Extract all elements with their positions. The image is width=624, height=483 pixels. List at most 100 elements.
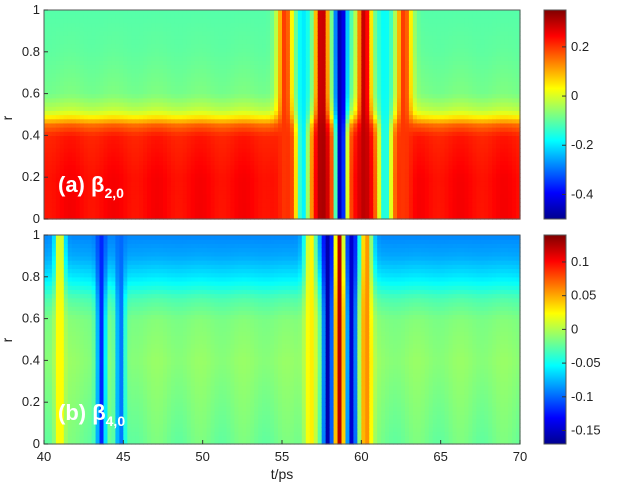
heatmap-cell bbox=[194, 76, 200, 82]
heatmap-cell bbox=[186, 118, 192, 124]
heatmap-cell bbox=[432, 89, 438, 95]
heatmap-cell bbox=[254, 177, 259, 182]
heatmap-cell bbox=[325, 64, 331, 70]
heatmap-cell bbox=[404, 43, 410, 49]
heatmap-cell bbox=[242, 135, 247, 141]
heatmap-cell bbox=[83, 189, 89, 195]
heatmap-cell bbox=[131, 26, 136, 32]
heatmap-cell bbox=[377, 89, 382, 95]
heatmap-cell bbox=[87, 185, 93, 191]
heatmap-cell bbox=[361, 114, 366, 120]
heatmap-cell bbox=[293, 168, 299, 174]
heatmap-cell bbox=[420, 64, 426, 70]
heatmap-cell bbox=[218, 156, 224, 162]
heatmap-cell bbox=[59, 206, 65, 212]
heatmap-cell bbox=[234, 143, 239, 149]
heatmap-cell bbox=[103, 68, 109, 74]
heatmap-cell bbox=[166, 210, 172, 216]
heatmap-cell bbox=[289, 68, 295, 74]
heatmap-cell bbox=[349, 118, 354, 124]
heatmap-cell bbox=[214, 160, 220, 166]
heatmap-cell bbox=[210, 93, 216, 99]
heatmap-cell bbox=[222, 85, 228, 91]
heatmap-cell bbox=[258, 202, 263, 208]
heatmap-cell bbox=[47, 202, 53, 208]
heatmap-cell bbox=[182, 39, 188, 45]
heatmap-cell bbox=[297, 43, 303, 49]
heatmap-cell bbox=[67, 51, 73, 57]
heatmap-cell bbox=[357, 55, 362, 61]
heatmap-cell bbox=[397, 35, 402, 40]
heatmap-cell bbox=[238, 10, 243, 15]
heatmap-cell bbox=[99, 189, 105, 195]
heatmap-cell bbox=[218, 47, 224, 53]
heatmap-cell bbox=[353, 189, 358, 195]
heatmap-cell bbox=[397, 127, 402, 132]
heatmap-cell bbox=[87, 97, 93, 103]
heatmap-cell bbox=[127, 152, 132, 157]
heatmap-cell bbox=[44, 160, 49, 166]
heatmap-cell bbox=[63, 210, 69, 216]
heatmap-cell bbox=[278, 72, 283, 78]
heatmap-cell bbox=[412, 39, 418, 45]
heatmap-cell bbox=[95, 210, 101, 216]
heatmap-cell bbox=[63, 127, 69, 132]
heatmap-cell bbox=[361, 127, 366, 132]
heatmap-cell bbox=[159, 55, 164, 61]
heatmap-cell bbox=[293, 35, 299, 40]
heatmap-cell bbox=[166, 51, 172, 57]
heatmap-cell bbox=[234, 97, 239, 103]
heatmap-cell bbox=[166, 10, 172, 15]
heatmap-cell bbox=[166, 181, 172, 187]
heatmap-cell bbox=[369, 168, 374, 174]
heatmap-cell bbox=[333, 85, 339, 91]
heatmap-cell bbox=[238, 18, 243, 24]
heatmap-cell bbox=[242, 164, 247, 170]
heatmap-cell bbox=[317, 43, 323, 49]
heatmap-cell bbox=[432, 106, 438, 111]
heatmap-cell bbox=[127, 206, 132, 212]
heatmap-cell bbox=[95, 181, 101, 187]
heatmap-cell bbox=[242, 39, 247, 45]
heatmap-cell bbox=[103, 30, 109, 36]
heatmap-cell bbox=[242, 114, 247, 120]
heatmap-cell bbox=[309, 210, 315, 216]
heatmap-cell bbox=[234, 147, 239, 153]
heatmap-cell bbox=[333, 127, 339, 132]
heatmap-cell bbox=[99, 10, 105, 15]
heatmap-cell bbox=[321, 26, 327, 32]
heatmap-cell bbox=[182, 214, 188, 220]
heatmap-cell bbox=[63, 114, 69, 120]
heatmap-cell bbox=[155, 135, 160, 141]
heatmap-cell bbox=[301, 60, 307, 65]
heatmap-cell bbox=[139, 110, 144, 116]
heatmap-cell bbox=[103, 10, 109, 15]
heatmap-cell bbox=[250, 206, 255, 212]
heatmap-cell bbox=[222, 68, 228, 74]
heatmap-cell bbox=[297, 81, 303, 86]
heatmap-cell bbox=[139, 101, 144, 107]
heatmap-cell bbox=[214, 193, 220, 199]
heatmap-cell bbox=[305, 164, 311, 170]
heatmap-cell bbox=[51, 14, 57, 19]
heatmap-cell bbox=[91, 202, 97, 208]
heatmap-cell bbox=[163, 93, 168, 99]
heatmap-cell bbox=[63, 64, 69, 70]
heatmap-cell bbox=[170, 189, 176, 195]
heatmap-cell bbox=[67, 85, 73, 91]
heatmap-cell bbox=[206, 122, 212, 128]
heatmap-cell bbox=[44, 26, 49, 32]
heatmap-cell bbox=[282, 43, 287, 49]
heatmap-cell bbox=[254, 181, 259, 187]
heatmap-cell bbox=[397, 55, 402, 61]
heatmap-cell bbox=[115, 43, 120, 49]
heatmap-cell bbox=[246, 143, 251, 149]
heatmap-cell bbox=[285, 127, 291, 132]
heatmap-cell bbox=[416, 97, 422, 103]
heatmap-cell bbox=[416, 143, 422, 149]
heatmap-cell bbox=[349, 18, 354, 24]
heatmap-cell bbox=[285, 51, 291, 57]
heatmap-cell bbox=[373, 47, 378, 53]
heatmap-cell bbox=[131, 193, 136, 199]
heatmap-cell bbox=[329, 152, 335, 157]
